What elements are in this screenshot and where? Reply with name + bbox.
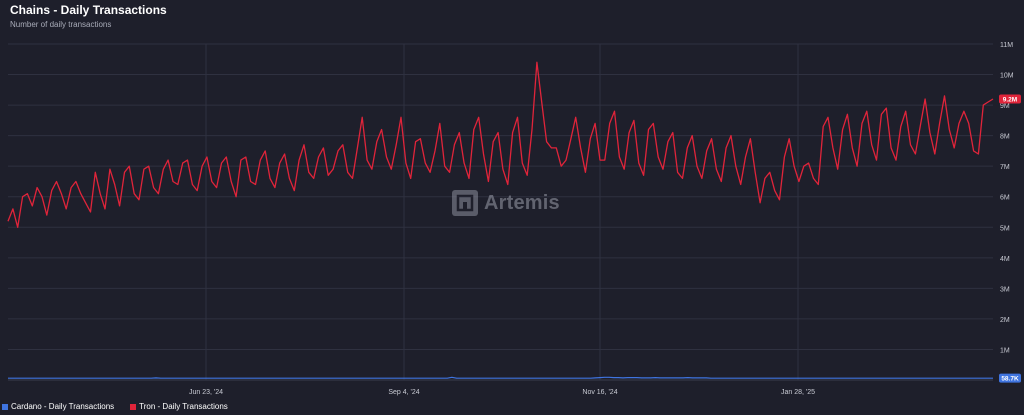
y-tick-label: 1M [1000,347,1010,354]
y-tick-label: 11M [1000,42,1013,49]
y-tick-label: 6M [1000,195,1010,202]
watermark: Artemis [452,190,560,216]
y-tick-label: 8M [1000,134,1010,141]
x-tick-label: Jun 23, '24 [189,389,223,396]
legend-item-tron[interactable]: Tron - Daily Transactions [130,402,228,411]
tron-last-value-badge [999,94,1021,104]
y-tick-label: 2M [1000,317,1010,324]
legend-item-cardano[interactable]: Cardano - Daily Transactions [2,402,114,411]
legend-label-cardano: Cardano - Daily Transactions [11,402,115,411]
y-tick-label: 7M [1000,164,1010,171]
artemis-logo-icon [452,190,478,216]
y-tick-label: 10M [1000,73,1014,80]
x-tick-label: Sep 4, '24 [388,389,419,396]
cardano-last-value-badge [999,373,1021,383]
y-tick-label: 9M [1000,103,1010,110]
legend-label-tron: Tron - Daily Transactions [139,402,228,411]
legend: Cardano - Daily Transactions Tron - Dail… [2,402,228,411]
x-tick-label: Jan 28, '25 [781,389,815,396]
tron-series-line [7,61,994,228]
cardano-swatch [2,403,8,410]
chart-title: Chains - Daily Transactions [10,3,167,17]
y-tick-label: 3M [1000,286,1010,293]
tron-swatch [130,403,137,410]
x-tick-label: Nov 16, '24 [582,389,617,396]
watermark-text: Artemis [484,191,560,214]
cardano-series-line [8,376,993,379]
chart-subtitle: Number of daily transactions [10,20,112,29]
tron-last-value-label: 9.2M [1003,96,1017,103]
y-tick-label: 4M [1000,256,1010,263]
y-tick-label: 5M [1000,225,1010,232]
cardano-last-value-label: 58.7K [1001,376,1019,383]
